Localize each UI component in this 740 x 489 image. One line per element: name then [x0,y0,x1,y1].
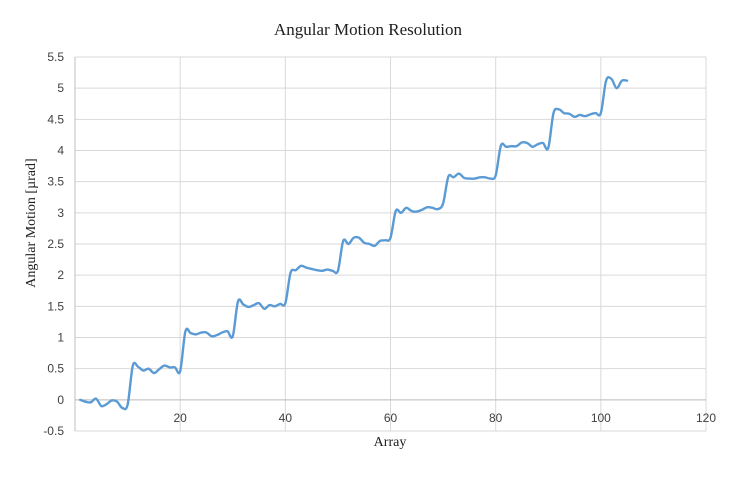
y-axis-title: Angular Motion [µrad] [24,158,39,287]
y-tick-label: 1.5 [47,299,64,313]
y-tick-label: 0.5 [47,362,64,376]
y-tick-label: 2.5 [47,237,64,251]
series-layer [79,75,629,411]
x-tick-label: 120 [696,411,716,425]
x-tick-label: 20 [173,411,187,425]
x-tick-label: 40 [279,411,293,425]
chart-title: Angular Motion Resolution [274,20,462,39]
y-tick-label: 5.5 [47,50,64,64]
y-tick-label: 3 [57,206,64,220]
y-tick-label: 4 [57,144,64,158]
tick-labels: -0.5 0 0.5 1 1.5 2 2.5 3 3.5 4 4.5 5 5.5 20 40 60 80 100 1… [43,50,716,438]
y-tick-label: -0.5 [43,424,64,438]
x-tick-label: 60 [384,411,398,425]
y-tick-label: 5 [57,81,64,95]
axes [74,57,706,431]
y-tick-label: 2 [57,268,64,282]
y-tick-label: 0 [57,393,64,407]
y-tick-label: 3.5 [47,175,64,189]
x-tick-label: 80 [489,411,503,425]
x-tick-label: 100 [591,411,611,425]
gridlines [74,56,707,432]
series-line [79,75,629,411]
x-axis-title: Array [374,435,407,450]
y-tick-label: 4.5 [47,112,64,126]
y-tick-label: 1 [57,331,64,345]
